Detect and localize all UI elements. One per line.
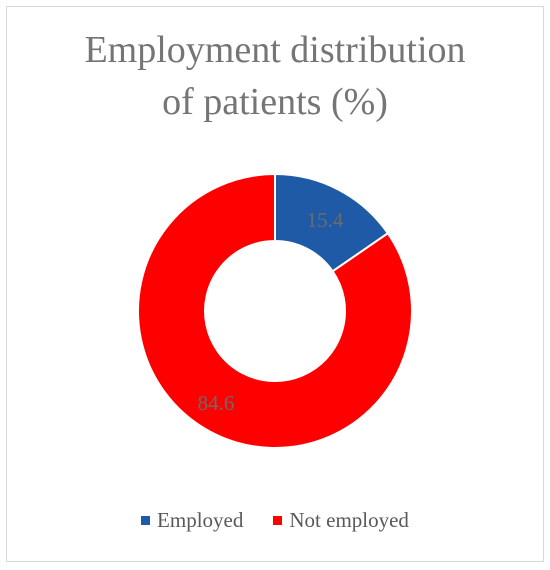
donut-slice-not-employed [137, 172, 413, 449]
chart-title-line-2: of patients (%) [162, 81, 388, 123]
legend-swatch-employed [141, 516, 151, 525]
legend-item-employed: Employed [141, 508, 243, 533]
legend-label-employed: Employed [157, 508, 244, 532]
data-label-employed: 15.4 [307, 208, 344, 232]
chart-title: Employment distribution of patients (%) [0, 24, 550, 128]
data-label-not-employed: 84.6 [198, 391, 235, 415]
legend: Employed Not employed [0, 508, 550, 533]
chart-frame [6, 6, 544, 562]
legend-swatch-not-employed [273, 516, 283, 525]
legend-label-not-employed: Not employed [289, 508, 409, 532]
legend-item-not-employed: Not employed [273, 508, 409, 533]
chart-title-line-1: Employment distribution [84, 29, 466, 71]
